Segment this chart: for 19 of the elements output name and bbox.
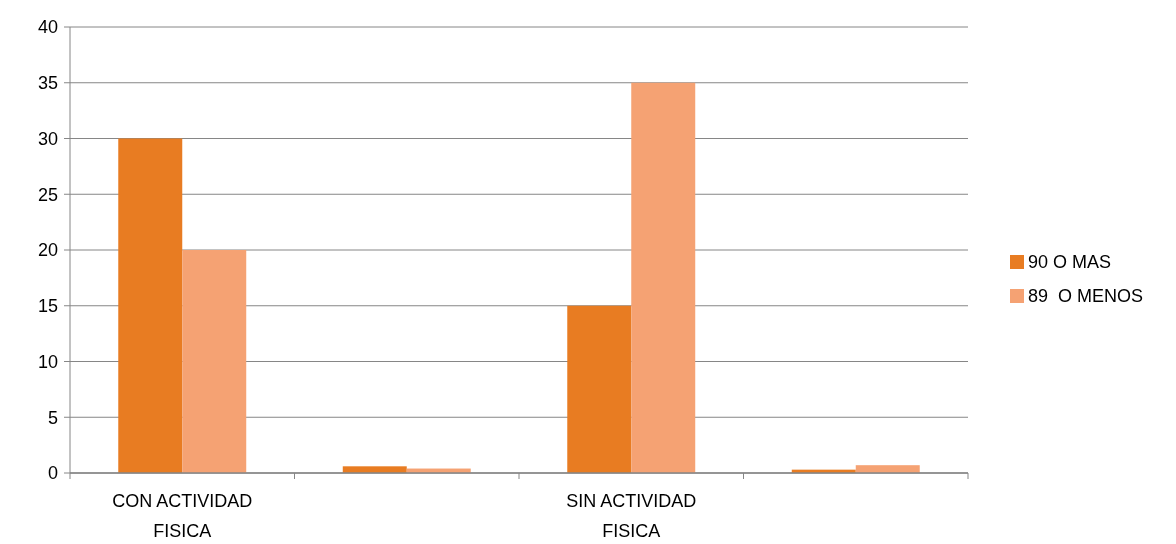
bar [118, 138, 183, 473]
bar [855, 465, 920, 473]
y-tick-label: 30 [37, 128, 58, 149]
y-tick-label: 10 [37, 351, 58, 372]
bar [567, 305, 632, 473]
legend-label: 90 O MAS [1028, 252, 1112, 273]
bar [342, 466, 407, 473]
y-tick-label: 5 [47, 407, 58, 428]
y-tick-label: 35 [37, 73, 58, 94]
x-tick-label: CON ACTIVIDAD FISICA [112, 491, 253, 541]
y-tick-label: 20 [37, 240, 58, 261]
y-tick-label: 0 [47, 463, 58, 484]
x-tick-label: SIN ACTIVIDAD FISICA [566, 491, 697, 541]
legend-label: 89 O MENOS [1028, 286, 1144, 307]
y-tick-label: 15 [37, 296, 58, 317]
y-tick-label: 25 [37, 184, 58, 205]
y-tick-label: 40 [37, 17, 58, 38]
bar [182, 250, 247, 473]
bar [631, 82, 696, 473]
